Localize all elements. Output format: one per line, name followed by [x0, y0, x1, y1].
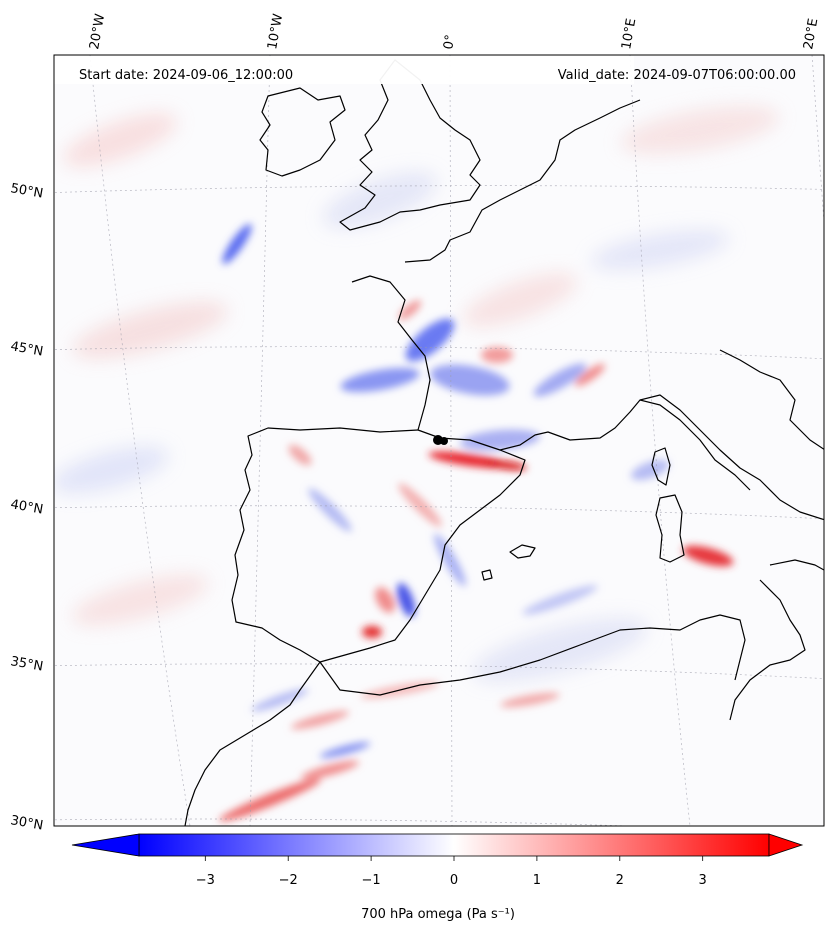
colorbar-min-extend [71, 833, 140, 857]
latitude-labels: 50°N 45°N 40°N 35°N 30°N [9, 181, 44, 833]
colorbar-tick-label: 3 [699, 873, 707, 888]
colorbar-tick-label: −2 [279, 873, 298, 888]
omega-field [54, 55, 824, 826]
colorbar-gradient [138, 833, 770, 857]
longitude-label: 20°E [801, 17, 821, 50]
longitude-label: 10°E [619, 17, 639, 50]
colorbar-tick-label: 0 [450, 873, 458, 888]
latitude-label: 35°N [9, 654, 44, 674]
colorbar-label: 700 hPa omega (Pa s⁻¹) [361, 907, 515, 922]
latitude-label: 45°N [9, 339, 44, 359]
longitude-label: 20°W [87, 13, 108, 51]
colorbar-ticks: −3 −2 −1 0 1 2 3 [196, 856, 707, 888]
latitude-label: 30°N [9, 813, 44, 833]
colorbar-max-extend [768, 833, 804, 857]
colorbar-tick-label: 1 [533, 873, 541, 888]
colorbar-tick-label: −3 [196, 873, 215, 888]
start-date-text: Start date: 2024-09-06_12:00:00 [79, 68, 293, 83]
latitude-label: 50°N [9, 181, 44, 201]
longitude-label: 10°W [265, 13, 286, 51]
latitude-label: 40°N [9, 497, 44, 517]
colorbar-tick-label: −1 [362, 873, 381, 888]
colorbar: −3 −2 −1 0 1 2 3 700 hPa omega (Pa s⁻¹) [71, 833, 804, 922]
valid-date-text: Valid_date: 2024-09-07T06:00:00.00 [558, 68, 796, 83]
longitude-label: 0° [441, 34, 458, 51]
graticule [54, 55, 824, 826]
longitude-labels: 20°W 10°W 0° 10°E 20°E [87, 13, 821, 51]
colorbar-tick-label: 2 [616, 873, 624, 888]
map-frame [53, 54, 825, 827]
coastlines [184, 59, 824, 826]
